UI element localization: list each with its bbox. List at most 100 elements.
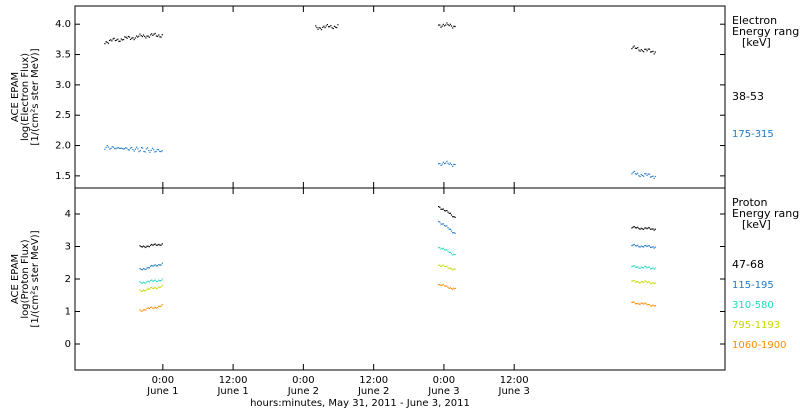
data-point xyxy=(441,208,443,210)
x-axis-label: hours:minutes, May 31, 2011 - June 3, 20… xyxy=(250,398,470,409)
data-point xyxy=(159,305,161,308)
data-point xyxy=(140,147,143,149)
data-point xyxy=(142,309,145,311)
y-tick-label: 2.0 xyxy=(55,141,71,152)
data-point xyxy=(650,283,652,285)
data-point xyxy=(653,283,655,285)
data-point xyxy=(634,303,636,305)
data-point xyxy=(143,150,145,152)
data-point xyxy=(454,163,456,166)
data-point xyxy=(643,246,645,248)
data-point xyxy=(637,244,639,246)
data-point xyxy=(632,301,634,303)
data-point xyxy=(631,173,633,175)
data-point xyxy=(136,146,138,148)
data-point xyxy=(153,33,155,35)
legend-entry: 175-315 xyxy=(732,129,774,140)
data-point xyxy=(155,280,157,282)
data-point xyxy=(453,253,455,255)
data-point xyxy=(452,288,454,290)
data-point xyxy=(317,28,319,30)
data-point xyxy=(153,280,155,282)
data-point xyxy=(453,268,455,270)
data-point xyxy=(632,46,634,48)
data-point xyxy=(653,229,655,231)
data-point xyxy=(148,246,150,248)
data-point xyxy=(446,265,448,267)
data-point xyxy=(631,227,633,229)
data-point xyxy=(148,288,150,290)
data-point xyxy=(643,51,645,53)
data-point xyxy=(141,269,143,271)
data-point xyxy=(644,227,646,229)
data-point xyxy=(160,305,162,307)
data-point xyxy=(453,287,455,289)
data-point xyxy=(142,147,144,149)
data-point xyxy=(118,40,120,42)
data-point xyxy=(452,232,454,234)
data-point xyxy=(133,150,135,152)
data-point xyxy=(639,282,641,284)
data-point xyxy=(634,173,636,175)
data-point xyxy=(158,149,160,151)
data-point xyxy=(158,264,160,266)
data-point xyxy=(654,282,656,284)
data-point xyxy=(439,221,441,223)
data-point xyxy=(140,246,142,248)
y-tick-label: 3.5 xyxy=(55,50,71,61)
data-point xyxy=(153,307,155,309)
data-point xyxy=(147,35,149,37)
data-point xyxy=(637,47,639,49)
data-point xyxy=(151,147,154,149)
data-point xyxy=(138,35,140,37)
data-point xyxy=(153,264,155,267)
legend-entry: 115-195 xyxy=(732,280,774,291)
data-point xyxy=(654,175,656,178)
data-point xyxy=(123,148,125,150)
data-point xyxy=(151,279,153,281)
data-point xyxy=(337,24,339,26)
data-point xyxy=(648,227,651,229)
data-point xyxy=(146,307,148,309)
data-point xyxy=(155,35,157,37)
data-point xyxy=(639,50,641,52)
data-point xyxy=(644,280,646,282)
data-point xyxy=(336,27,338,29)
data-point xyxy=(640,227,642,229)
data-point xyxy=(445,210,447,212)
data-point xyxy=(140,35,142,37)
data-point xyxy=(449,228,451,230)
data-point xyxy=(637,226,639,228)
data-point xyxy=(145,246,147,249)
data-point xyxy=(139,33,141,35)
data-point xyxy=(636,303,638,305)
data-point xyxy=(647,266,649,268)
data-point xyxy=(639,228,641,230)
x-tick-date: June 3 xyxy=(498,386,530,397)
data-point xyxy=(645,303,647,305)
data-point xyxy=(161,243,163,245)
data-point xyxy=(117,38,119,40)
data-point xyxy=(442,264,444,266)
data-point xyxy=(448,212,450,214)
data-point xyxy=(632,171,634,174)
data-point xyxy=(138,151,140,153)
data-point xyxy=(632,226,634,228)
data-point xyxy=(438,163,440,165)
data-point xyxy=(650,228,652,230)
data-point xyxy=(110,147,112,149)
data-point xyxy=(159,280,161,282)
data-point xyxy=(651,51,653,53)
data-point xyxy=(155,288,157,290)
data-point xyxy=(126,147,128,149)
data-point xyxy=(158,34,160,36)
data-point xyxy=(119,40,121,42)
data-point xyxy=(152,244,154,246)
data-point xyxy=(126,37,128,39)
data-point xyxy=(650,246,652,248)
data-point xyxy=(448,228,450,230)
data-point xyxy=(125,147,127,149)
data-point xyxy=(646,50,648,52)
data-point xyxy=(453,25,455,27)
data-point xyxy=(107,42,109,44)
